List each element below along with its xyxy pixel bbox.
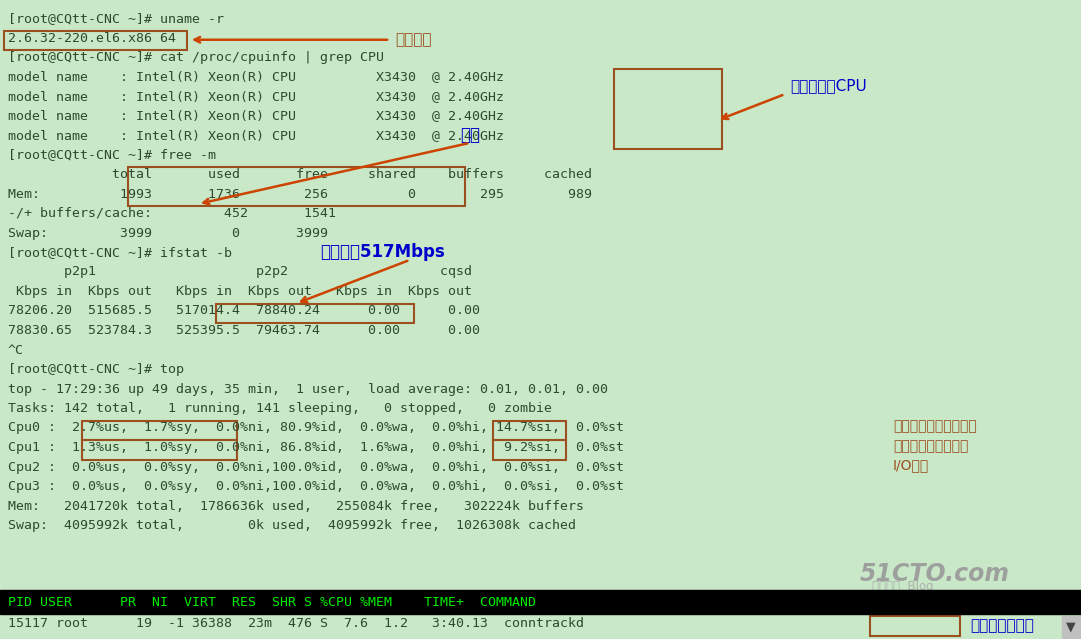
Text: I/O比率: I/O比率: [893, 459, 930, 472]
Bar: [1062, 616, 1081, 639]
Text: model name    : Intel(R) Xeon(R) CPU          X3430  @ 2.40GHz: model name : Intel(R) Xeon(R) CPU X3430 …: [8, 129, 504, 142]
Text: model name    : Intel(R) Xeon(R) CPU          X3430  @ 2.40GHz: model name : Intel(R) Xeon(R) CPU X3430 …: [8, 109, 504, 123]
Text: 技术博客  Blog: 技术博客 Blog: [872, 580, 934, 593]
Text: 51CTO.com: 51CTO.com: [860, 562, 1010, 586]
Text: ▼: ▼: [1066, 620, 1076, 633]
Text: 2.6.32-220.el6.x86 64: 2.6.32-220.el6.x86 64: [8, 31, 176, 45]
Text: 内存: 内存: [461, 126, 480, 144]
Text: 系统版本: 系统版本: [395, 32, 431, 47]
Text: [root@CQtt-CNC ~]# cat /proc/cpuinfo | grep CPU: [root@CQtt-CNC ~]# cat /proc/cpuinfo | g…: [8, 51, 384, 64]
Text: Mem:          1993       1736        256          0        295        989: Mem: 1993 1736 256 0 295 989: [8, 187, 592, 201]
Text: [root@CQtt-CNC ~]# free -m: [root@CQtt-CNC ~]# free -m: [8, 148, 216, 162]
Bar: [4, 31, 187, 50]
Text: 用户空间、系统空间利: 用户空间、系统空间利: [893, 419, 977, 433]
Text: 用率，以及等待系统: 用率，以及等待系统: [893, 439, 969, 453]
Text: model name    : Intel(R) Xeon(R) CPU          X3430  @ 2.40GHz: model name : Intel(R) Xeon(R) CPU X3430 …: [8, 70, 504, 84]
Text: [root@CQtt-CNC ~]# uname -r: [root@CQtt-CNC ~]# uname -r: [8, 12, 224, 25]
Text: 78830.65  523784.3   525395.5  79463.74      0.00      0.00: 78830.65 523784.3 525395.5 79463.74 0.00…: [8, 324, 480, 337]
Text: 系统配置乎CPU: 系统配置乎CPU: [790, 79, 867, 93]
Bar: [0, 590, 1081, 614]
Text: top - 17:29:36 up 49 days, 35 min,  1 user,  load average: 0.01, 0.01, 0.00: top - 17:29:36 up 49 days, 35 min, 1 use…: [8, 383, 608, 396]
Text: 当前流量517Mbps: 当前流量517Mbps: [320, 243, 444, 261]
Bar: [82, 440, 237, 459]
Bar: [82, 420, 237, 440]
Text: Cpu1 :  1.3%us,  1.0%sy,  0.0%ni, 86.8%id,  1.6%wa,  0.0%hi,  9.2%si,  0.0%st: Cpu1 : 1.3%us, 1.0%sy, 0.0%ni, 86.8%id, …: [8, 441, 624, 454]
Bar: [216, 304, 414, 323]
Bar: [493, 420, 566, 440]
Text: ^C: ^C: [8, 344, 24, 357]
Text: Cpu3 :  0.0%us,  0.0%sy,  0.0%ni,100.0%id,  0.0%wa,  0.0%hi,  0.0%si,  0.0%st: Cpu3 : 0.0%us, 0.0%sy, 0.0%ni,100.0%id, …: [8, 480, 624, 493]
Text: model name    : Intel(R) Xeon(R) CPU          X3430  @ 2.40GHz: model name : Intel(R) Xeon(R) CPU X3430 …: [8, 90, 504, 103]
Bar: [614, 68, 722, 148]
Text: PID USER      PR  NI  VIRT  RES  SHR S %CPU %MEM    TIME+  COMMAND: PID USER PR NI VIRT RES SHR S %CPU %MEM …: [8, 596, 536, 608]
Text: 日志记录的进程: 日志记录的进程: [970, 619, 1033, 633]
Text: Tasks: 142 total,   1 running, 141 sleeping,   0 stopped,   0 zombie: Tasks: 142 total, 1 running, 141 sleepin…: [8, 402, 552, 415]
Text: total       used       free     shared    buffers     cached: total used free shared buffers cached: [8, 168, 592, 181]
Text: Kbps in  Kbps out   Kbps in  Kbps out   Kbps in  Kbps out: Kbps in Kbps out Kbps in Kbps out Kbps i…: [8, 285, 472, 298]
Text: Swap:         3999          0       3999: Swap: 3999 0 3999: [8, 226, 328, 240]
Text: [root@CQtt-CNC ~]# top: [root@CQtt-CNC ~]# top: [8, 363, 184, 376]
Bar: [870, 616, 960, 636]
Text: 15117 root      19  -1 36388  23m  476 S  7.6  1.2   3:40.13  conntrackd: 15117 root 19 -1 36388 23m 476 S 7.6 1.2…: [8, 617, 584, 630]
Text: p2p1                    p2p2                   cqsd: p2p1 p2p2 cqsd: [8, 265, 472, 279]
Text: -/+ buffers/cache:         452       1541: -/+ buffers/cache: 452 1541: [8, 207, 336, 220]
Bar: [128, 167, 465, 206]
Text: Cpu0 :  2.7%us,  1.7%sy,  0.0%ni, 80.9%id,  0.0%wa,  0.0%hi, 14.7%si,  0.0%st: Cpu0 : 2.7%us, 1.7%sy, 0.0%ni, 80.9%id, …: [8, 422, 624, 435]
Text: Cpu2 :  0.0%us,  0.0%sy,  0.0%ni,100.0%id,  0.0%wa,  0.0%hi,  0.0%si,  0.0%st: Cpu2 : 0.0%us, 0.0%sy, 0.0%ni,100.0%id, …: [8, 461, 624, 473]
Text: Mem:   2041720k total,  1786636k used,   255084k free,   302224k buffers: Mem: 2041720k total, 1786636k used, 2550…: [8, 500, 584, 512]
Text: [root@CQtt-CNC ~]# ifstat -b: [root@CQtt-CNC ~]# ifstat -b: [8, 246, 232, 259]
Bar: [493, 440, 566, 459]
Text: 78206.20  515685.5   517014.4  78840.24      0.00      0.00: 78206.20 515685.5 517014.4 78840.24 0.00…: [8, 305, 480, 318]
Text: Swap:  4095992k total,        0k used,  4095992k free,  1026308k cached: Swap: 4095992k total, 0k used, 4095992k …: [8, 519, 576, 532]
